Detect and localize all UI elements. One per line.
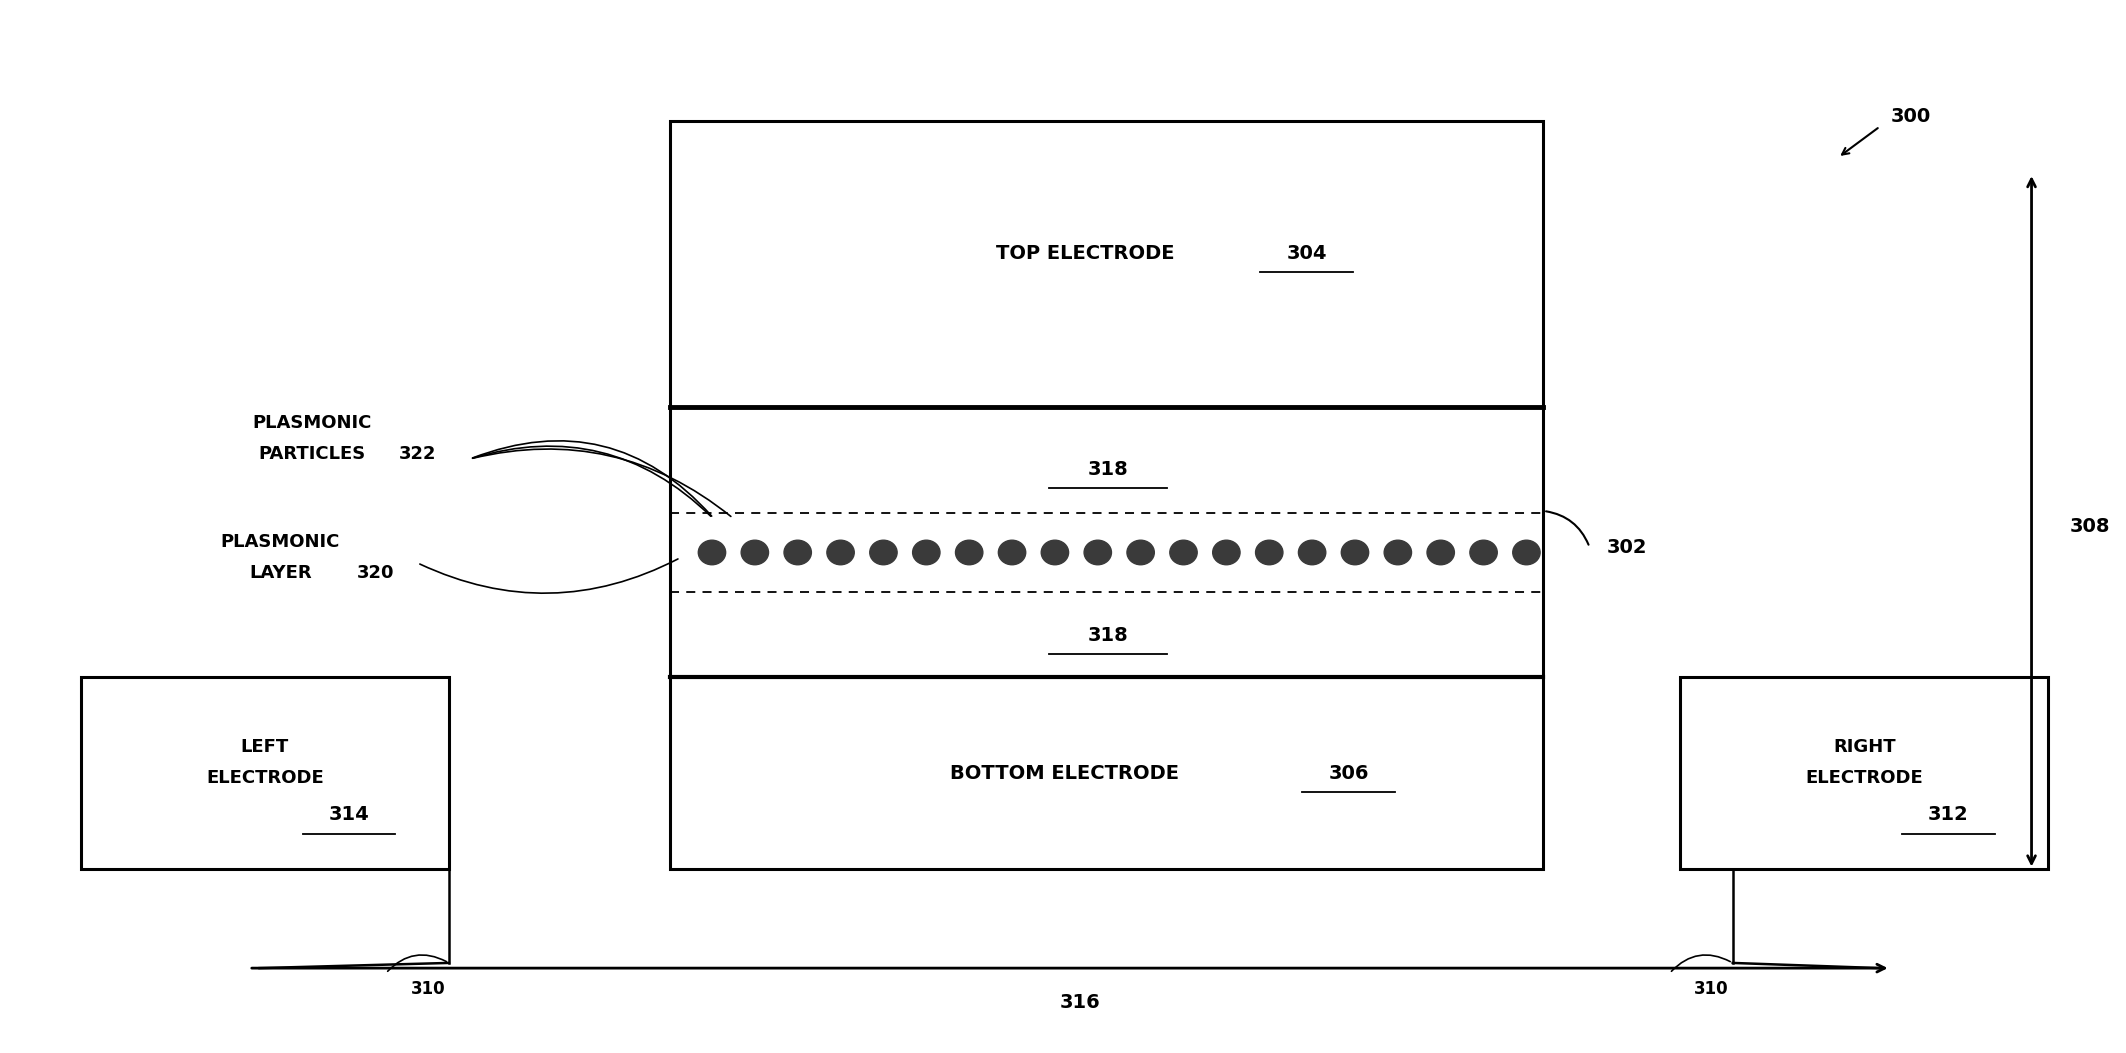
Text: ELECTRODE: ELECTRODE <box>1805 770 1924 788</box>
Text: 314: 314 <box>330 806 370 824</box>
FancyArrowPatch shape <box>1546 512 1588 544</box>
Text: 312: 312 <box>1928 806 1969 824</box>
Text: 320: 320 <box>357 564 393 582</box>
Text: 310: 310 <box>410 980 444 998</box>
Bar <box>1680 677 2047 870</box>
Text: PLASMONIC: PLASMONIC <box>221 533 340 551</box>
Text: 316: 316 <box>1061 993 1101 1012</box>
Text: ELECTRODE: ELECTRODE <box>206 770 323 788</box>
Text: 318: 318 <box>1086 627 1129 645</box>
Ellipse shape <box>870 540 897 564</box>
Ellipse shape <box>955 540 982 564</box>
Ellipse shape <box>1514 540 1539 564</box>
Ellipse shape <box>1042 540 1069 564</box>
FancyArrowPatch shape <box>472 449 731 516</box>
Ellipse shape <box>1212 540 1239 564</box>
Text: TOP ELECTRODE: TOP ELECTRODE <box>997 244 1176 263</box>
Text: RIGHT: RIGHT <box>1833 738 1896 756</box>
Ellipse shape <box>1127 540 1154 564</box>
Ellipse shape <box>1469 540 1497 564</box>
Text: 310: 310 <box>1694 980 1728 998</box>
Ellipse shape <box>1169 540 1197 564</box>
Bar <box>81 677 449 870</box>
Bar <box>670 121 1543 870</box>
Text: BOTTOM ELECTRODE: BOTTOM ELECTRODE <box>950 763 1180 782</box>
FancyArrowPatch shape <box>472 441 712 516</box>
Ellipse shape <box>827 540 855 564</box>
Text: 308: 308 <box>2069 517 2109 536</box>
Text: 318: 318 <box>1086 460 1129 479</box>
Ellipse shape <box>784 540 812 564</box>
Text: 304: 304 <box>1286 244 1327 263</box>
Ellipse shape <box>1256 540 1282 564</box>
Text: LAYER: LAYER <box>249 564 313 582</box>
Ellipse shape <box>697 540 725 564</box>
FancyArrowPatch shape <box>419 559 678 593</box>
Text: PLASMONIC: PLASMONIC <box>253 414 372 432</box>
Text: 302: 302 <box>1607 538 1648 557</box>
Text: 300: 300 <box>1890 106 1930 125</box>
Text: 306: 306 <box>1329 763 1369 782</box>
Ellipse shape <box>1084 540 1112 564</box>
FancyArrowPatch shape <box>387 955 446 971</box>
Text: 322: 322 <box>398 444 436 462</box>
Ellipse shape <box>1299 540 1327 564</box>
Ellipse shape <box>1427 540 1454 564</box>
Text: LEFT: LEFT <box>240 738 289 756</box>
Ellipse shape <box>999 540 1025 564</box>
Ellipse shape <box>912 540 940 564</box>
Text: PARTICLES: PARTICLES <box>259 444 366 462</box>
Ellipse shape <box>1342 540 1369 564</box>
Ellipse shape <box>742 540 767 564</box>
FancyArrowPatch shape <box>1671 955 1731 971</box>
FancyArrowPatch shape <box>472 446 710 516</box>
Ellipse shape <box>1384 540 1412 564</box>
